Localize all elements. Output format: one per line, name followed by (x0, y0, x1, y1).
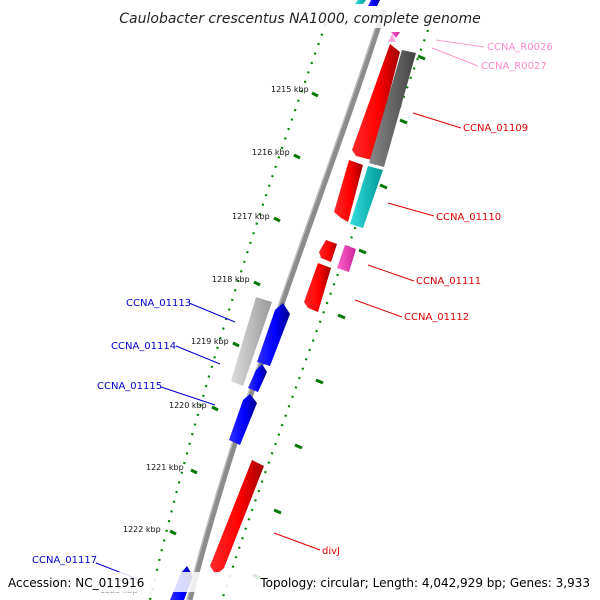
tick-label-1215: 1215 kbp (271, 85, 309, 94)
gene-label-ccna-01110[interactable]: CCNA_01110 (436, 212, 501, 223)
tick-label-1216: 1216 kbp (252, 148, 290, 157)
feature-ccna-01114[interactable] (257, 303, 290, 366)
feature-top-blue-partial (368, 0, 380, 6)
feature-ccna-01110-forward[interactable] (334, 160, 363, 222)
feature-top-cyan-partial (355, 0, 366, 4)
feature-divj[interactable] (210, 460, 264, 575)
feature-ccna-01115-b[interactable] (229, 394, 257, 445)
feature-ccna-01115-a[interactable] (248, 364, 267, 392)
feature-cyan-bar[interactable] (350, 166, 383, 228)
genome-backbone-highlight (186, 9, 382, 600)
footer-backdrop (0, 572, 600, 592)
callout-lines (95, 39, 485, 581)
tick-label-1217: 1217 kbp (232, 212, 270, 221)
gene-label-divj[interactable]: divJ (322, 546, 340, 557)
gene-label-ccna-01114[interactable]: CCNA_01114 (111, 341, 176, 352)
feature-gc-grey-bar[interactable] (369, 50, 416, 167)
gene-label-ccna-01117[interactable]: CCNA_01117 (32, 555, 97, 566)
tick-label-1222: 1222 kbp (123, 525, 161, 534)
feature-ccna-01109-forward[interactable] (352, 44, 400, 160)
tick-label-1221: 1221 kbp (146, 463, 184, 472)
feature-ccna-01111-pink[interactable] (337, 245, 356, 272)
gene-label-ccna-01115[interactable]: CCNA_01115 (97, 381, 162, 392)
gene-labels: CCNA_R0026 CCNA_R0027 CCNA_01109 CCNA_01… (32, 42, 553, 566)
feature-ccna-r0026[interactable] (391, 32, 400, 38)
gene-label-ccna-01113[interactable]: CCNA_01113 (126, 298, 191, 309)
gene-label-ccna-01111[interactable]: CCNA_01111 (416, 276, 481, 287)
feature-ccna-01113[interactable] (231, 297, 272, 386)
gene-label-ccna-r0027[interactable]: CCNA_R0027 (481, 61, 547, 72)
map-title: Caulobacter crescentus NA1000, complete … (119, 11, 480, 27)
tick-label-1218: 1218 kbp (212, 275, 250, 284)
genome-backbone (187, 9, 387, 600)
gene-label-ccna-r0026[interactable]: CCNA_R0026 (487, 42, 553, 53)
accession-text: Accession: NC_011916 (8, 576, 144, 590)
tick-label-1219: 1219 kbp (191, 337, 229, 346)
feature-ccna-r0027[interactable] (388, 34, 396, 42)
feature-ccna-01111[interactable] (319, 240, 337, 262)
gene-label-ccna-01109[interactable]: CCNA_01109 (463, 123, 528, 134)
genome-summary-text: Topology: circular; Length: 4,042,929 bp… (259, 576, 590, 590)
gene-label-ccna-01112[interactable]: CCNA_01112 (404, 312, 469, 323)
feature-ccna-01112[interactable] (304, 263, 331, 312)
title-backdrop (118, 6, 482, 28)
tick-label-1220: 1220 kbp (169, 401, 207, 410)
